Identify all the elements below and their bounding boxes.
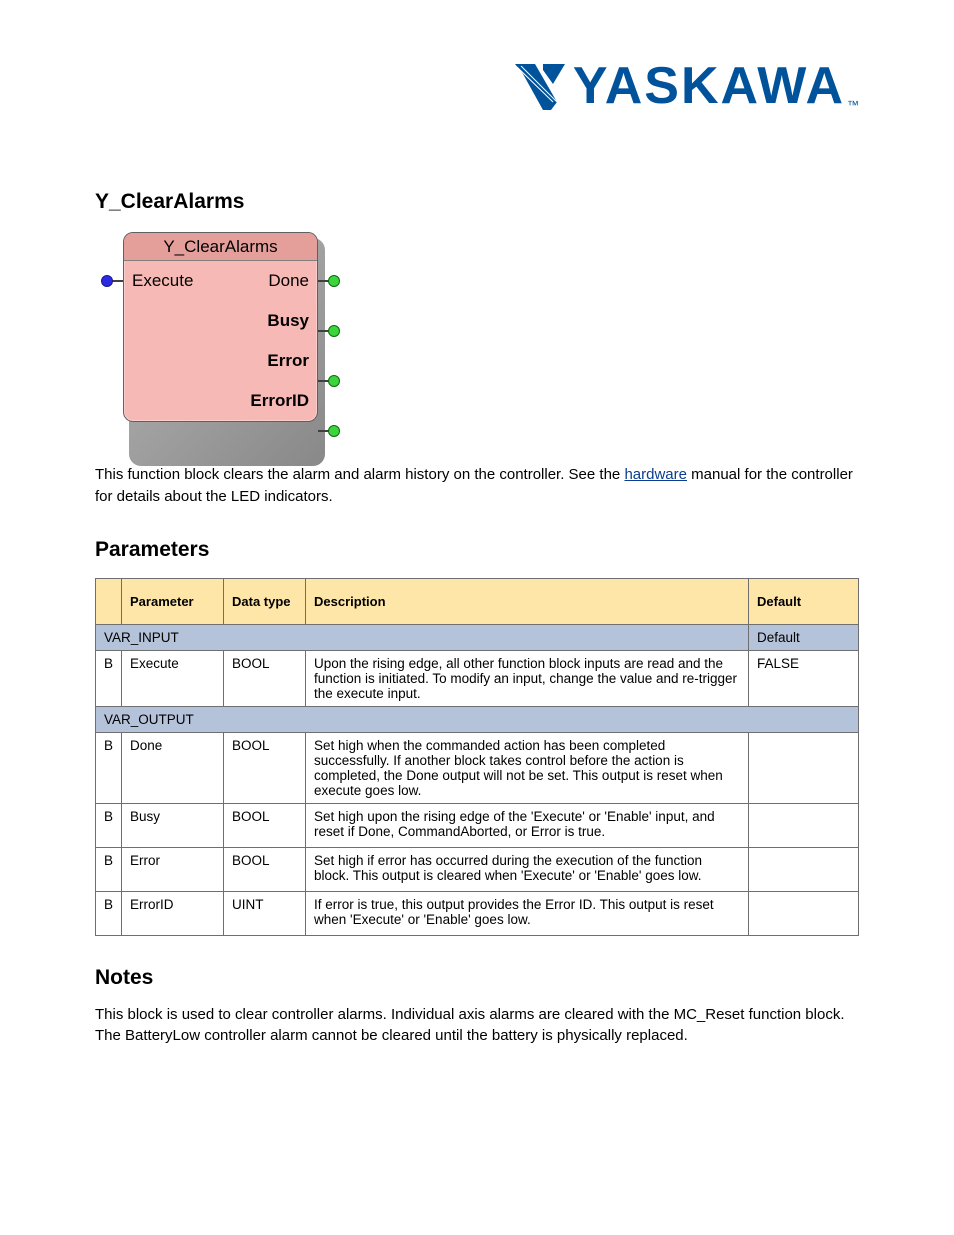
output-pin-icon: [328, 325, 340, 337]
page-title: Y_ClearAlarms: [95, 190, 859, 214]
parameters-heading: Parameters: [95, 538, 859, 562]
row-desc: If error is true, this output provides t…: [306, 891, 749, 935]
table-row: B Error BOOL Set high if error has occur…: [96, 847, 859, 891]
row-type: BOOL: [224, 803, 306, 847]
port-errorid: ErrorID: [250, 391, 311, 411]
row-default: [749, 891, 859, 935]
notes-paragraph: This block is used to clear controller a…: [95, 1004, 859, 1048]
port-row: Error: [124, 341, 317, 381]
col-datatype: Data type: [224, 578, 306, 624]
section-var-input: VAR_INPUT Default: [96, 624, 859, 650]
row-default: [749, 847, 859, 891]
table-header-row: Parameter Data type Description Default: [96, 578, 859, 624]
brand-wordmark: YASKAWA: [573, 60, 845, 112]
port-error: Error: [267, 351, 311, 371]
row-name: Error: [122, 847, 224, 891]
row-default: FALSE: [749, 650, 859, 706]
section-label: VAR_OUTPUT: [96, 706, 859, 732]
function-block-diagram: Y_ClearAlarms Execute Done Busy Error Er…: [123, 232, 363, 422]
row-type: BOOL: [224, 847, 306, 891]
port-row: ErrorID: [124, 381, 317, 421]
input-pin-icon: [101, 275, 113, 287]
row-marker: B: [96, 732, 122, 803]
block-body: Y_ClearAlarms Execute Done Busy Error Er…: [123, 232, 318, 422]
page-root: YASKAWA ™ Y_ClearAlarms Y_ClearAlarms Ex…: [0, 0, 954, 1095]
row-marker: B: [96, 803, 122, 847]
row-name: Execute: [122, 650, 224, 706]
port-done: Done: [268, 271, 311, 291]
col-default: Default: [749, 578, 859, 624]
output-pin-icon: [328, 275, 340, 287]
row-default: [749, 732, 859, 803]
output-pin-icon: [328, 375, 340, 387]
notes-heading: Notes: [95, 966, 859, 990]
col-blank: [96, 578, 122, 624]
trademark-icon: ™: [847, 98, 859, 112]
section-label: VAR_INPUT: [96, 624, 749, 650]
table-row: B Done BOOL Set high when the commanded …: [96, 732, 859, 803]
section-default: Default: [749, 624, 859, 650]
row-marker: B: [96, 847, 122, 891]
port-busy: Busy: [267, 311, 311, 331]
row-marker: B: [96, 891, 122, 935]
row-default: [749, 803, 859, 847]
row-name: Busy: [122, 803, 224, 847]
description-paragraph: This function block clears the alarm and…: [95, 464, 859, 508]
desc-prefix: This function block clears the alarm and…: [95, 466, 624, 483]
col-parameter: Parameter: [122, 578, 224, 624]
section-var-output: VAR_OUTPUT: [96, 706, 859, 732]
table-row: B Execute BOOL Upon the rising edge, all…: [96, 650, 859, 706]
row-name: Done: [122, 732, 224, 803]
row-desc: Set high upon the rising edge of the 'Ex…: [306, 803, 749, 847]
yaskawa-glyph-icon: [513, 62, 567, 112]
table-row: B Busy BOOL Set high upon the rising edg…: [96, 803, 859, 847]
row-desc: Set high if error has occurred during th…: [306, 847, 749, 891]
port-execute: Execute: [130, 271, 193, 291]
output-pin-icon: [328, 425, 340, 437]
row-marker: B: [96, 650, 122, 706]
block-title: Y_ClearAlarms: [124, 233, 317, 261]
row-desc: Upon the rising edge, all other function…: [306, 650, 749, 706]
row-type: UINT: [224, 891, 306, 935]
col-description: Description: [306, 578, 749, 624]
brand-logo: YASKAWA ™: [513, 60, 859, 112]
table-row: B ErrorID UINT If error is true, this ou…: [96, 891, 859, 935]
port-row: Busy: [124, 301, 317, 341]
port-row: Execute Done: [124, 261, 317, 301]
parameters-table: Parameter Data type Description Default …: [95, 578, 859, 936]
hardware-link[interactable]: hardware: [624, 466, 687, 483]
row-desc: Set high when the commanded action has b…: [306, 732, 749, 803]
row-name: ErrorID: [122, 891, 224, 935]
row-type: BOOL: [224, 650, 306, 706]
row-type: BOOL: [224, 732, 306, 803]
